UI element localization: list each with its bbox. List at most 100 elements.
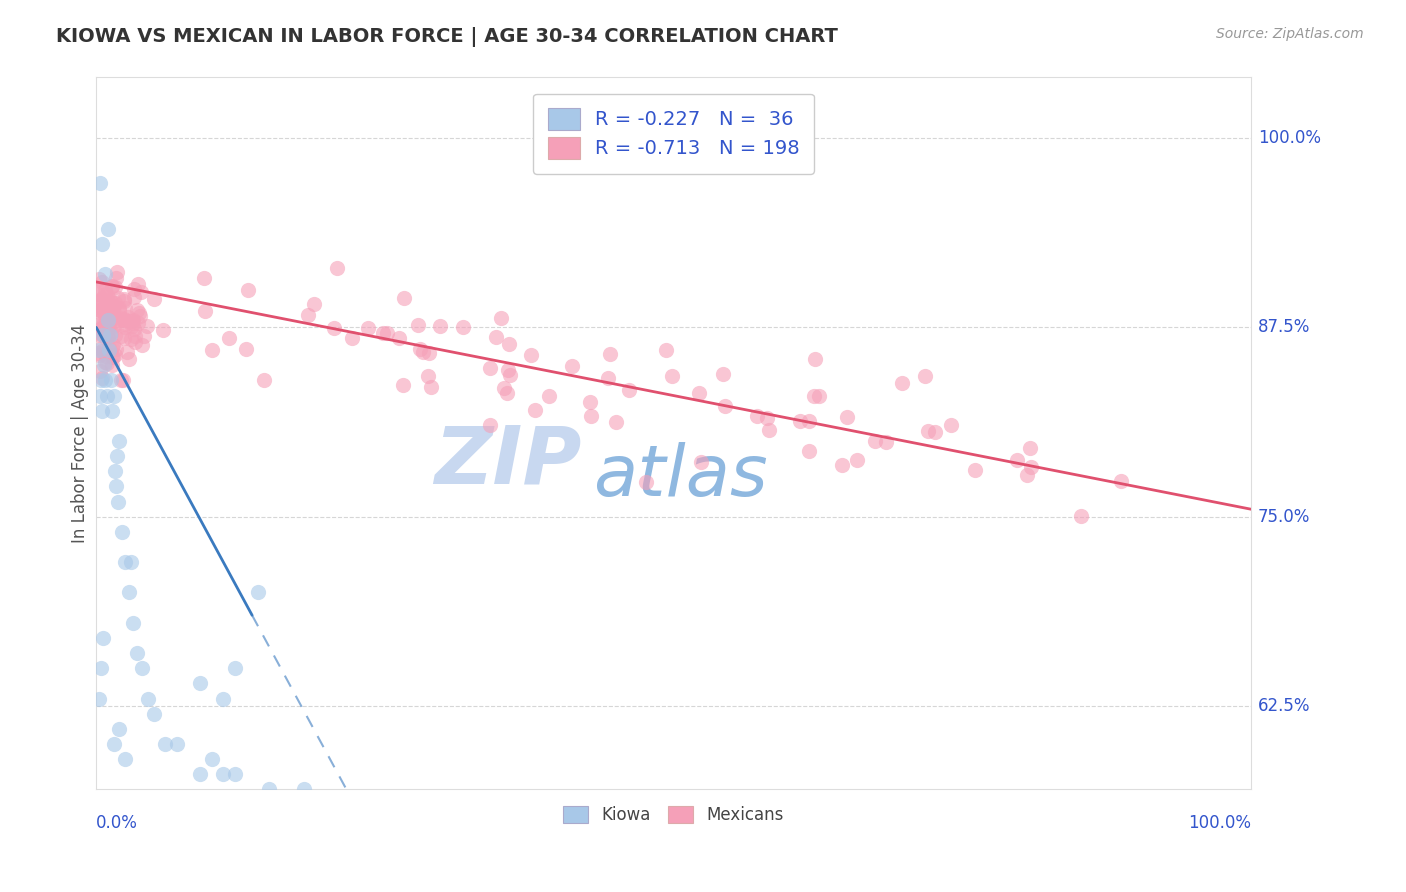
Point: [90, 326, 112, 341]
Point: [121, 314, 143, 328]
Point: [108, 313, 131, 327]
Point: [419, 380, 441, 394]
Point: [804, 351, 827, 366]
Point: [122, 289, 145, 303]
Point: [94, 354, 117, 368]
Point: [89, 177, 111, 191]
Point: [114, 555, 136, 569]
Point: [537, 389, 560, 403]
Point: [89, 302, 111, 317]
Point: [103, 337, 125, 351]
Text: 62.5%: 62.5%: [1258, 697, 1310, 715]
Text: 75.0%: 75.0%: [1258, 508, 1310, 525]
Point: [93, 283, 115, 297]
Point: [108, 301, 131, 316]
Point: [605, 415, 627, 429]
Point: [91, 275, 114, 289]
Point: [91, 324, 114, 338]
Point: [104, 270, 127, 285]
Point: [90, 326, 112, 340]
Point: [104, 479, 127, 493]
Point: [371, 326, 394, 340]
Point: [1070, 509, 1092, 524]
Point: [155, 737, 177, 751]
Point: [115, 344, 138, 359]
Point: [789, 414, 811, 428]
Point: [98, 293, 121, 308]
Point: [91, 371, 114, 385]
Point: [118, 351, 141, 366]
Point: [103, 388, 125, 402]
Point: [797, 414, 820, 428]
Point: [713, 399, 735, 413]
Point: [831, 458, 853, 472]
Point: [91, 237, 114, 252]
Point: [94, 306, 117, 320]
Point: [96, 329, 118, 343]
Point: [142, 706, 165, 721]
Point: [93, 318, 115, 333]
Point: [103, 307, 125, 321]
Point: [97, 310, 120, 324]
Point: [875, 434, 897, 449]
Point: [94, 315, 117, 329]
Point: [104, 328, 127, 343]
Point: [93, 293, 115, 308]
Point: [599, 347, 621, 361]
Point: [136, 318, 159, 333]
Point: [91, 321, 114, 335]
Point: [103, 737, 125, 751]
Point: [193, 271, 215, 285]
Point: [90, 373, 112, 387]
Point: [128, 306, 150, 320]
Point: [917, 424, 939, 438]
Point: [224, 661, 246, 675]
Point: [1017, 468, 1039, 483]
Point: [91, 321, 114, 335]
Point: [97, 313, 120, 327]
Point: [105, 265, 128, 279]
Point: [100, 306, 122, 320]
Point: [865, 434, 887, 448]
Point: [114, 752, 136, 766]
Point: [91, 631, 114, 645]
Point: [124, 334, 146, 349]
Point: [418, 345, 440, 359]
Point: [98, 318, 121, 332]
Point: [1019, 441, 1042, 455]
Point: [201, 752, 224, 766]
Text: 100.0%: 100.0%: [1258, 129, 1320, 147]
Point: [87, 343, 110, 357]
Point: [125, 646, 148, 660]
Point: [122, 282, 145, 296]
Point: [758, 423, 780, 437]
Point: [747, 409, 769, 423]
Point: [101, 359, 124, 373]
Point: [98, 341, 121, 355]
Point: [711, 367, 734, 381]
Point: [101, 279, 124, 293]
Point: [212, 767, 235, 781]
Point: [914, 369, 936, 384]
Point: [499, 368, 522, 383]
Point: [253, 373, 276, 387]
Point: [131, 338, 153, 352]
Point: [799, 444, 821, 458]
Point: [120, 555, 142, 569]
Text: 87.5%: 87.5%: [1258, 318, 1310, 336]
Point: [1007, 452, 1029, 467]
Point: [409, 342, 432, 356]
Point: [498, 336, 520, 351]
Point: [807, 389, 830, 403]
Point: [496, 362, 519, 376]
Point: [523, 403, 546, 417]
Point: [114, 301, 136, 315]
Point: [87, 305, 110, 319]
Point: [152, 323, 174, 337]
Point: [340, 331, 363, 345]
Text: 0.0%: 0.0%: [96, 814, 138, 832]
Point: [661, 368, 683, 383]
Point: [107, 494, 129, 508]
Point: [89, 272, 111, 286]
Point: [97, 300, 120, 314]
